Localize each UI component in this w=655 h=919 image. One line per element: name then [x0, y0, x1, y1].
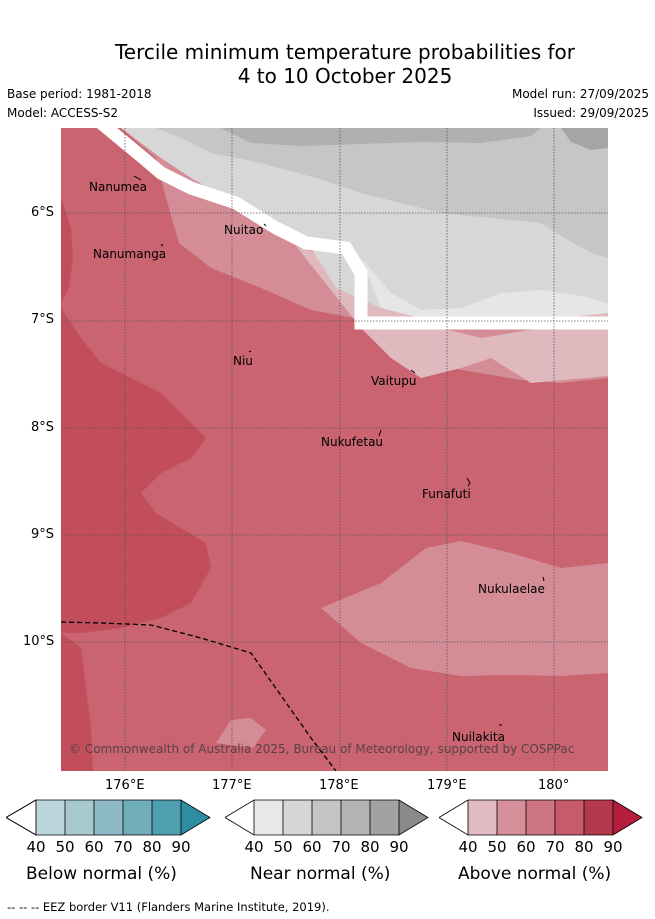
- legend-above-tick-90: 90: [603, 838, 623, 856]
- map-panel: [61, 128, 608, 771]
- legend-above-tick-80: 80: [574, 838, 594, 856]
- place-label-funafuti: Funafuti: [422, 487, 471, 501]
- eez-legend-text: -- EEZ border V11 (Flanders Marine Insti…: [30, 900, 330, 914]
- legend-below-swatch-80: [152, 800, 181, 835]
- legend-below-tick-40: 40: [26, 838, 46, 856]
- place-label-nanumanga: Nanumanga: [93, 247, 167, 261]
- island-niu: [248, 350, 252, 353]
- legend-near-tick-40: 40: [244, 838, 264, 856]
- place-label-vaitupu: Vaitupu: [371, 374, 417, 388]
- place-label-nukufetau: Nukufetau: [321, 435, 384, 449]
- legend-below-swatch-50: [65, 800, 94, 835]
- place-label-nuitao: Nuitao: [224, 223, 264, 237]
- lon-label-176e: 176°E: [105, 778, 145, 793]
- legend-near-caption: Near normal (%): [250, 864, 391, 884]
- place-label-nuilakita: Nuilakita: [452, 730, 505, 744]
- graticule: [61, 128, 608, 771]
- above-40-region: [296, 246, 608, 383]
- legend-below-tick-90: 90: [171, 838, 191, 856]
- lat-label-6s: 6°S: [31, 205, 55, 220]
- legend-above-tick-40: 40: [458, 838, 478, 856]
- legend-near-swatch-40: [254, 800, 283, 835]
- place-label-nanumea: Nanumea: [89, 180, 147, 194]
- above-50-small-patch: [216, 718, 266, 748]
- island-nuitao: [263, 223, 267, 227]
- island-vaitupu: [410, 369, 416, 374]
- legend-below-caption: Below normal (%): [26, 864, 177, 884]
- place-label-nukulaelae: Nukulaelae: [478, 582, 545, 596]
- legend-above-swatch-50: [497, 800, 526, 835]
- legend-near-tick-50: 50: [273, 838, 293, 856]
- place-label-niu: Niu: [233, 354, 253, 368]
- legend-above-swatch-70: [555, 800, 584, 835]
- model-name: Model: ACCESS-S2: [7, 106, 119, 120]
- island-funafuti: [466, 477, 471, 487]
- lat-label-7s: 7°S: [31, 312, 55, 327]
- legend-above-tick-60: 60: [516, 838, 536, 856]
- legend-below-tick-50: 50: [55, 838, 75, 856]
- legend-below-tick-80: 80: [142, 838, 162, 856]
- issued-date: Issued: 29/09/2025: [533, 106, 649, 120]
- island-nukufetau: [378, 429, 382, 437]
- lat-label-10s: 10°S: [23, 634, 55, 649]
- legend-near-swatch-70: [341, 800, 370, 835]
- lon-label-178e: 178°E: [319, 778, 359, 793]
- legend-near-swatch-80: [370, 800, 399, 835]
- above-80-region-bottom: [61, 633, 93, 771]
- legend-below-tick-60: 60: [84, 838, 104, 856]
- legend-above-swatch-60: [526, 800, 555, 835]
- legend-below-swatch-60: [94, 800, 123, 835]
- lon-label-177e: 177°E: [212, 778, 252, 793]
- legend-above-caption: Above normal (%): [458, 864, 612, 884]
- legend-above-normal-colorbar: [439, 799, 643, 836]
- lat-label-8s: 8°S: [31, 420, 55, 435]
- legend-below-tick-70: 70: [113, 838, 133, 856]
- eez-border-line: [61, 621, 337, 771]
- legend-below-normal-colorbar: [6, 799, 211, 836]
- eez-legend: -- -- -- EEZ border V11 (Flanders Marine…: [7, 900, 330, 914]
- legend-near-tick-80: 80: [360, 838, 380, 856]
- above-80-region: [61, 308, 211, 633]
- lon-label-180: 180°: [538, 778, 570, 793]
- mask-boundary: [96, 128, 608, 330]
- island-nukulaelae: [542, 576, 545, 582]
- legend-above-swatch-80: [584, 800, 613, 835]
- legend-above-tick-50: 50: [487, 838, 507, 856]
- near-60-region: [221, 128, 541, 146]
- map-title-line1: Tercile minimum temperature probabilitie…: [114, 40, 576, 64]
- near-60-region-2: [561, 128, 608, 150]
- lon-label-179e: 179°E: [427, 778, 467, 793]
- eez-dash-icon: -- --: [7, 900, 31, 914]
- above-80-region-top: [61, 198, 73, 303]
- copyright-notice: © Commonwealth of Australia 2025, Bureau…: [69, 742, 575, 756]
- legend-below-swatch-70: [123, 800, 152, 835]
- island-nanumanga: [160, 243, 164, 247]
- legend-near-swatch-60: [312, 800, 341, 835]
- near-light-region: [361, 258, 608, 323]
- legend-near-tick-70: 70: [331, 838, 351, 856]
- legend-near-tick-60: 60: [302, 838, 322, 856]
- map-title-line2: 4 to 10 October 2025: [237, 64, 453, 88]
- legend-below-swatch-40: [36, 800, 65, 835]
- legend-above-tick-70: 70: [545, 838, 565, 856]
- lat-label-9s: 9°S: [31, 527, 55, 542]
- model-run: Model run: 27/09/2025: [511, 87, 649, 101]
- legend-near-swatch-50: [283, 800, 312, 835]
- near-50-region: [156, 128, 608, 258]
- legend-near-tick-90: 90: [389, 838, 409, 856]
- base-period: Base period: 1981-2018: [7, 87, 152, 101]
- island-nanumea: [133, 175, 142, 181]
- legend-above-swatch-40: [468, 800, 497, 835]
- legend-near-normal-colorbar: [225, 799, 429, 836]
